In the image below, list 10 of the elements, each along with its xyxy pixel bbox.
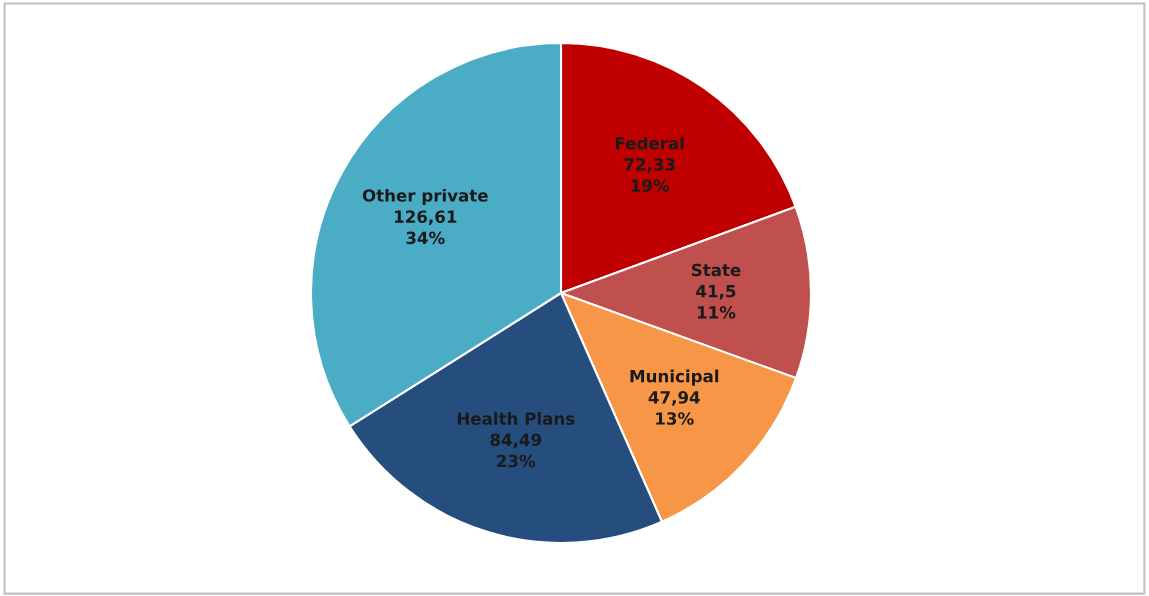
data-label: 126,61 34%	[395, 210, 457, 245]
data-label: 47,94 13%	[648, 391, 700, 425]
slice-label: Municipal	[630, 369, 719, 386]
data-label: 84,49 23%	[490, 433, 542, 468]
data-label: 72,33 19%	[624, 158, 675, 192]
data-label: 41,5 11%	[696, 285, 736, 319]
slice-label: State	[691, 263, 741, 277]
slice-label: Federal	[616, 136, 684, 150]
slice-label: Other private	[362, 188, 488, 206]
slice-label: Health Plans	[457, 411, 575, 425]
